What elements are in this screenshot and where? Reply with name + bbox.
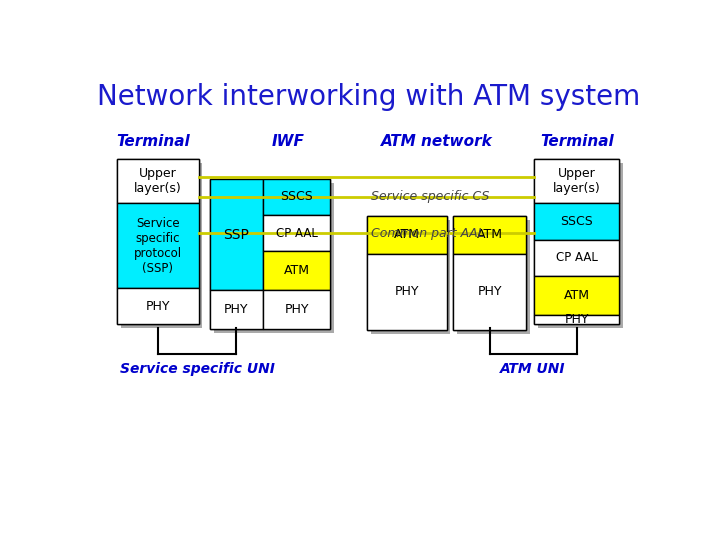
Text: ATM: ATM bbox=[394, 228, 420, 241]
Text: CP AAL: CP AAL bbox=[276, 227, 318, 240]
Bar bbox=[210, 291, 263, 329]
Bar bbox=[263, 179, 330, 215]
Text: ATM: ATM bbox=[477, 228, 503, 241]
Bar bbox=[534, 315, 619, 325]
Bar bbox=[453, 254, 526, 330]
Text: IWF: IWF bbox=[271, 134, 304, 149]
Bar bbox=[263, 251, 330, 291]
Bar bbox=[210, 179, 330, 329]
Text: Service
specific
protocol
(SSP): Service specific protocol (SSP) bbox=[134, 217, 182, 275]
Bar bbox=[456, 220, 530, 334]
Text: ATM UNI: ATM UNI bbox=[500, 362, 566, 376]
Bar bbox=[534, 276, 619, 315]
Text: Network interworking with ATM system: Network interworking with ATM system bbox=[97, 83, 641, 111]
Bar bbox=[214, 183, 334, 333]
Text: PHY: PHY bbox=[564, 313, 589, 326]
Bar bbox=[534, 159, 619, 204]
Bar bbox=[366, 254, 446, 330]
Bar bbox=[210, 179, 263, 291]
Bar bbox=[366, 215, 446, 330]
Bar bbox=[453, 215, 526, 330]
Bar bbox=[263, 291, 330, 329]
Text: Service specific CS: Service specific CS bbox=[371, 191, 489, 204]
Text: Upper
layer(s): Upper layer(s) bbox=[553, 167, 600, 195]
Text: SSCS: SSCS bbox=[280, 191, 313, 204]
Bar bbox=[534, 240, 619, 276]
Bar bbox=[534, 204, 619, 240]
Text: Terminal: Terminal bbox=[117, 134, 190, 149]
Bar bbox=[117, 159, 199, 204]
Bar bbox=[263, 215, 330, 251]
Text: PHY: PHY bbox=[395, 286, 419, 299]
Text: SSCS: SSCS bbox=[560, 215, 593, 228]
Text: ATM: ATM bbox=[564, 289, 590, 302]
Text: Common part AAL: Common part AAL bbox=[371, 227, 484, 240]
Text: Terminal: Terminal bbox=[540, 134, 613, 149]
Bar bbox=[534, 159, 619, 325]
Bar bbox=[117, 159, 199, 325]
Bar bbox=[121, 163, 202, 328]
Text: SSP: SSP bbox=[223, 227, 249, 241]
Text: ATM: ATM bbox=[284, 264, 310, 277]
Bar bbox=[538, 163, 624, 328]
Text: ATM network: ATM network bbox=[381, 134, 492, 149]
Text: PHY: PHY bbox=[224, 303, 248, 316]
Text: CP AAL: CP AAL bbox=[556, 251, 598, 264]
Text: PHY: PHY bbox=[284, 303, 309, 316]
Text: PHY: PHY bbox=[145, 300, 170, 313]
Bar bbox=[453, 215, 526, 254]
Text: Service specific UNI: Service specific UNI bbox=[120, 362, 274, 376]
Text: Upper
layer(s): Upper layer(s) bbox=[134, 167, 181, 195]
Text: PHY: PHY bbox=[477, 286, 502, 299]
Bar bbox=[366, 215, 446, 254]
Bar bbox=[371, 220, 451, 334]
Bar bbox=[117, 288, 199, 325]
Bar bbox=[117, 204, 199, 288]
